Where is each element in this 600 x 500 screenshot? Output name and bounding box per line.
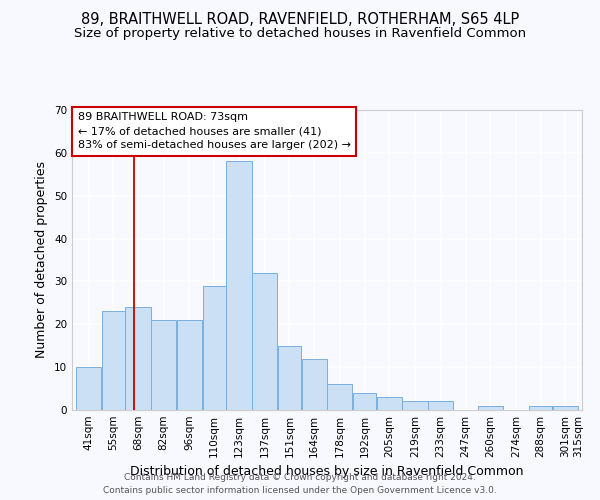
Bar (353, 393, 376, 410)
Bar (377, 397, 402, 410)
Bar (76, 367, 101, 410)
X-axis label: Distribution of detached houses by size in Ravenfield Common: Distribution of detached houses by size … (130, 466, 524, 478)
Bar (403, 402, 428, 410)
Bar (428, 402, 454, 410)
Bar (177, 320, 202, 410)
Text: 89, BRAITHWELL ROAD, RAVENFIELD, ROTHERHAM, S65 4LP: 89, BRAITHWELL ROAD, RAVENFIELD, ROTHERH… (81, 12, 519, 28)
Bar (278, 346, 301, 410)
Bar (151, 320, 176, 410)
Text: Contains HM Land Registry data © Crown copyright and database right 2024.: Contains HM Land Registry data © Crown c… (124, 474, 476, 482)
Bar (553, 406, 578, 410)
Bar (203, 286, 226, 410)
Bar (327, 384, 352, 410)
Bar (226, 162, 251, 410)
Bar (478, 406, 503, 410)
Bar (529, 406, 553, 410)
Bar (252, 273, 277, 410)
Y-axis label: Number of detached properties: Number of detached properties (35, 162, 49, 358)
Bar (101, 312, 125, 410)
Bar (302, 358, 327, 410)
Text: 89 BRAITHWELL ROAD: 73sqm
← 17% of detached houses are smaller (41)
83% of semi-: 89 BRAITHWELL ROAD: 73sqm ← 17% of detac… (77, 112, 350, 150)
Bar (125, 307, 151, 410)
Text: Size of property relative to detached houses in Ravenfield Common: Size of property relative to detached ho… (74, 28, 526, 40)
Text: Contains public sector information licensed under the Open Government Licence v3: Contains public sector information licen… (103, 486, 497, 495)
